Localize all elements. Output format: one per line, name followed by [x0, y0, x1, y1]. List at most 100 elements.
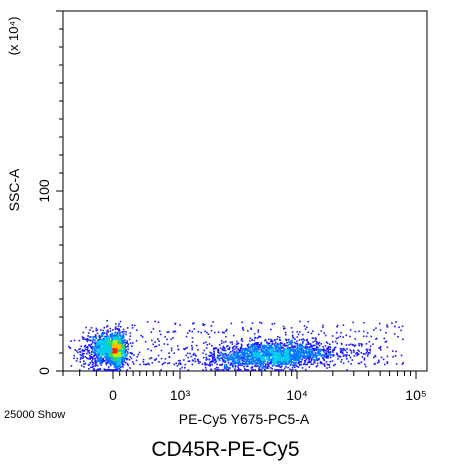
event-point	[299, 355, 301, 357]
event-point	[123, 333, 125, 335]
event-point	[273, 353, 275, 356]
event-point	[176, 365, 179, 367]
event-point	[277, 346, 280, 349]
event-point	[101, 353, 104, 356]
event-point	[261, 366, 264, 369]
event-point	[297, 366, 300, 368]
event-point	[197, 360, 200, 363]
event-point	[95, 347, 98, 350]
event-point	[255, 351, 258, 354]
event-point	[311, 353, 314, 356]
event-point	[218, 352, 220, 354]
event-point	[234, 361, 237, 363]
event-point	[221, 353, 224, 355]
event-point	[119, 361, 121, 364]
event-point	[275, 362, 277, 365]
event-point	[108, 346, 111, 348]
event-point	[330, 354, 332, 356]
event-point	[257, 347, 260, 349]
event-point	[240, 343, 243, 346]
event-point	[265, 367, 268, 369]
event-point	[239, 362, 241, 364]
event-point	[217, 331, 220, 333]
event-point	[287, 355, 290, 357]
event-point	[92, 362, 95, 364]
event-point	[115, 341, 118, 343]
event-point	[282, 344, 285, 347]
event-point	[125, 333, 127, 336]
event-point	[243, 355, 245, 358]
event-point	[114, 334, 117, 337]
event-point	[297, 349, 299, 352]
event-point	[242, 351, 244, 354]
event-point	[234, 368, 236, 370]
event-point	[291, 366, 294, 369]
event-point	[210, 325, 213, 327]
event-point	[100, 355, 103, 358]
event-point	[293, 363, 296, 366]
event-point	[106, 356, 109, 359]
event-point	[124, 344, 126, 346]
event-point	[302, 338, 304, 340]
event-point	[305, 355, 307, 358]
event-point	[126, 369, 129, 371]
event-point	[271, 340, 274, 343]
event-point	[97, 353, 100, 355]
event-point	[314, 337, 317, 339]
event-point	[205, 359, 207, 361]
event-point	[119, 357, 122, 359]
event-point	[123, 340, 125, 343]
event-point	[325, 361, 328, 363]
event-point	[105, 344, 108, 347]
event-point	[257, 331, 260, 333]
event-point	[117, 352, 120, 355]
event-point	[345, 344, 348, 346]
event-point	[118, 340, 121, 343]
event-point	[99, 345, 102, 348]
event-point	[292, 349, 294, 351]
event-point	[132, 361, 134, 363]
event-point	[375, 337, 378, 340]
event-point	[186, 346, 188, 349]
event-point	[208, 358, 211, 361]
event-point	[327, 346, 329, 348]
event-point	[342, 347, 345, 350]
event-point	[363, 321, 365, 324]
event-point	[104, 345, 106, 348]
event-point	[273, 363, 275, 365]
event-point	[271, 357, 274, 359]
event-point	[240, 345, 243, 347]
event-point	[294, 353, 296, 356]
event-point	[108, 350, 110, 353]
event-point	[225, 354, 228, 357]
event-point	[290, 340, 293, 342]
event-point	[124, 351, 126, 353]
event-point	[214, 359, 216, 362]
event-point	[297, 333, 300, 336]
event-point	[339, 350, 342, 353]
event-point	[324, 355, 326, 357]
event-point	[255, 347, 258, 349]
event-point	[179, 324, 181, 326]
event-point	[240, 347, 242, 350]
event-point	[327, 350, 329, 352]
event-point	[207, 333, 210, 335]
event-point	[288, 347, 290, 349]
event-point	[259, 321, 261, 324]
event-point	[309, 345, 312, 348]
event-point	[119, 365, 122, 368]
event-point	[84, 356, 87, 358]
event-point	[273, 344, 276, 346]
event-point	[264, 363, 267, 365]
event-point	[356, 354, 358, 357]
event-point	[378, 322, 381, 325]
event-point	[283, 343, 286, 345]
event-point	[305, 345, 307, 347]
event-point	[119, 344, 122, 346]
event-point	[103, 326, 106, 329]
event-point	[84, 362, 87, 365]
event-point	[204, 362, 206, 365]
event-point	[282, 347, 284, 349]
event-point	[126, 357, 128, 360]
event-point	[223, 331, 225, 334]
